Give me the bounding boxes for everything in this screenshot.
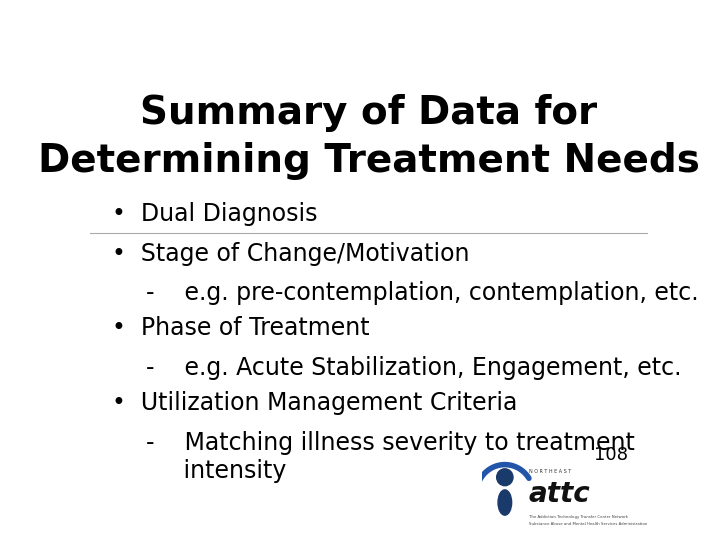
Circle shape [497, 469, 513, 485]
Text: N O R T H E A S T: N O R T H E A S T [528, 469, 571, 474]
Text: •  Dual Diagnosis: • Dual Diagnosis [112, 202, 318, 226]
Text: 108: 108 [595, 446, 629, 464]
Text: attc: attc [528, 480, 590, 508]
Text: -    e.g. Acute Stabilization, Engagement, etc.: - e.g. Acute Stabilization, Engagement, … [145, 356, 681, 380]
Text: The Addiction Technology Transfer Center Network: The Addiction Technology Transfer Center… [528, 515, 628, 518]
Text: Summary of Data for: Summary of Data for [140, 94, 598, 132]
Text: -    Matching illness severity to treatment
     intensity: - Matching illness severity to treatment… [145, 431, 634, 483]
Text: -    e.g. pre-contemplation, contemplation, etc.: - e.g. pre-contemplation, contemplation,… [145, 281, 698, 305]
Text: •  Stage of Change/Motivation: • Stage of Change/Motivation [112, 241, 470, 266]
Text: •  Phase of Treatment: • Phase of Treatment [112, 316, 370, 340]
Text: Substance Abuse and Mental Health Services Administration: Substance Abuse and Mental Health Servic… [528, 522, 647, 526]
Ellipse shape [498, 490, 512, 515]
Text: •  Utilization Management Criteria: • Utilization Management Criteria [112, 391, 518, 415]
Text: Determining Treatment Needs: Determining Treatment Needs [38, 141, 700, 180]
